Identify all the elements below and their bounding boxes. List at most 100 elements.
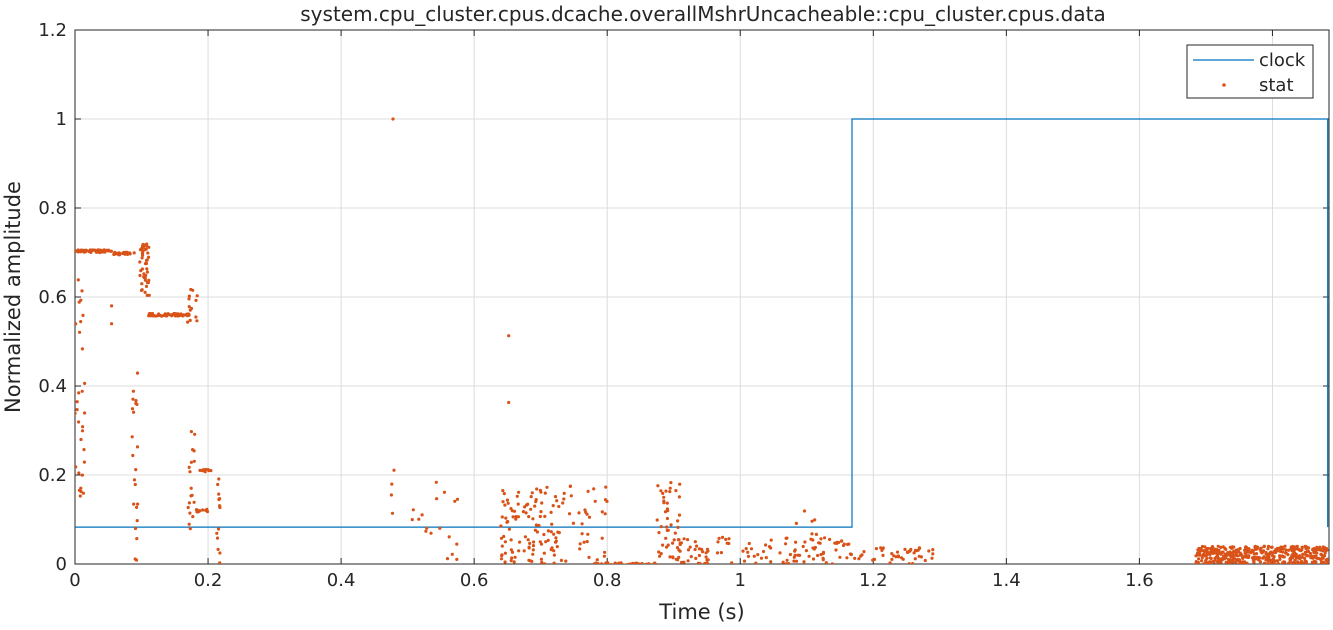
stat-point (1303, 556, 1307, 560)
stat-point (839, 539, 844, 543)
stat-point (674, 489, 678, 493)
stat-point (1205, 561, 1209, 564)
x-tick-label: 1.6 (1125, 570, 1154, 591)
stat-point (657, 531, 661, 535)
stat-point (1307, 546, 1311, 550)
stat-point (814, 532, 819, 537)
stat-point (668, 486, 672, 490)
stat-point (1312, 554, 1316, 558)
stat-point (1223, 557, 1227, 561)
legend-clock-label: clock (1259, 50, 1306, 71)
stat-point (577, 511, 581, 515)
stat-point (131, 389, 135, 393)
stat-point (1325, 548, 1329, 552)
stat-point (675, 546, 680, 550)
stat-point (672, 538, 676, 542)
stat-point (1254, 547, 1259, 551)
stat-point (1226, 557, 1231, 562)
stat-point (677, 513, 682, 517)
stat-point (84, 248, 88, 252)
stat-point (1209, 549, 1213, 554)
stat-point (913, 557, 917, 561)
series-clock-line (75, 118, 1329, 528)
stat-point (539, 510, 543, 514)
stat-point (788, 552, 793, 557)
stat-point (756, 553, 760, 557)
stat-point (824, 561, 828, 564)
stat-point (132, 410, 136, 414)
stat-point (187, 465, 191, 469)
stat-point (857, 557, 861, 561)
stat-point (802, 560, 806, 564)
stat-point (512, 560, 516, 564)
stat-point (666, 528, 670, 532)
stat-point (600, 536, 604, 540)
stat-point (555, 545, 559, 549)
stat-point (392, 468, 396, 472)
stat-point (741, 549, 745, 553)
stat-point (434, 480, 438, 484)
stat-point (912, 551, 916, 555)
stat-point (189, 287, 193, 292)
y-tick-label: 0.6 (38, 287, 67, 308)
stat-point (931, 552, 935, 556)
stat-point (145, 267, 149, 271)
stat-point (75, 322, 78, 326)
stat-point (110, 304, 114, 308)
stat-point (500, 515, 504, 519)
stat-point (134, 558, 139, 562)
stat-point (132, 502, 136, 506)
stat-point (580, 532, 584, 536)
stat-point (75, 411, 77, 415)
stat-point (1261, 556, 1265, 560)
stat-point (656, 484, 660, 488)
stat-point (557, 504, 561, 509)
stat-point (1295, 556, 1299, 560)
stat-point (509, 538, 513, 542)
stat-point (1234, 560, 1238, 564)
stat-point (1300, 545, 1304, 550)
x-tick-label: 0.4 (327, 570, 356, 591)
stat-point (543, 491, 547, 495)
stat-point (135, 371, 140, 375)
stat-point (845, 556, 849, 560)
stat-point (1304, 546, 1308, 551)
stat-point (1299, 549, 1303, 553)
stat-point (1215, 548, 1219, 552)
stat-point (189, 494, 193, 498)
stat-point (811, 557, 816, 561)
stat-point (83, 381, 87, 385)
stat-point (676, 538, 681, 542)
stat-point (665, 516, 670, 521)
stat-point (680, 560, 684, 564)
stat-point (389, 493, 393, 497)
stat-point (130, 407, 135, 411)
stat-point (567, 512, 572, 516)
stat-point (1281, 547, 1285, 551)
stat-point (794, 559, 799, 563)
stat-point (438, 526, 442, 530)
stat-point (600, 562, 604, 564)
stat-point (682, 560, 686, 564)
y-axis-label: Normalized amplitude (1, 181, 25, 413)
stat-point (1278, 554, 1282, 558)
stat-point (785, 558, 789, 562)
stat-point (146, 251, 150, 255)
stat-point (665, 507, 670, 511)
stat-point (1308, 551, 1313, 556)
stat-point (793, 549, 797, 553)
stat-point (1219, 552, 1223, 556)
stat-point (586, 532, 590, 536)
stat-point (424, 529, 428, 533)
stat-point (1294, 552, 1298, 557)
stat-point (1243, 555, 1247, 559)
stat-point (205, 510, 210, 514)
stat-point (1231, 550, 1235, 554)
stat-point (545, 485, 549, 489)
stat-point (143, 278, 147, 282)
stat-point (110, 322, 114, 326)
stat-point (503, 560, 507, 564)
stat-point (1200, 556, 1204, 560)
stat-point (659, 552, 663, 556)
stat-point (813, 518, 817, 522)
